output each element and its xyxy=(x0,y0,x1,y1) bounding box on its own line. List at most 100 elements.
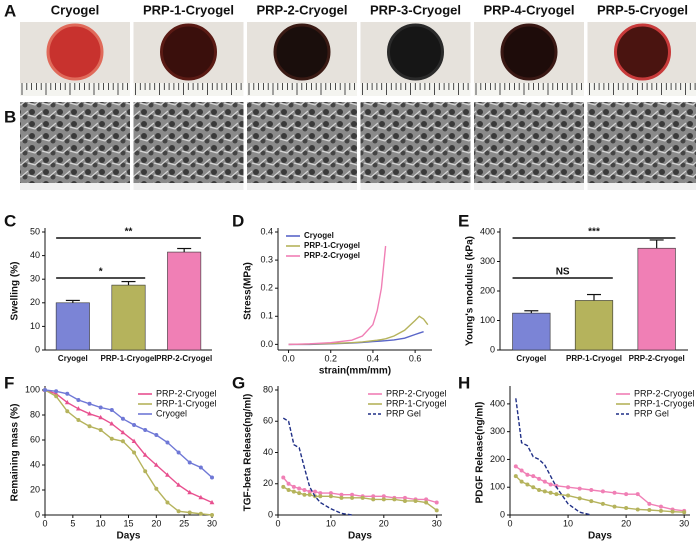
x-tick-label: 10 xyxy=(96,518,106,528)
sem-image xyxy=(474,102,584,190)
marker xyxy=(198,511,203,516)
marker xyxy=(153,462,159,467)
marker xyxy=(53,391,59,396)
sem-image xyxy=(133,102,244,190)
category-label: PRP-1-Cryogel xyxy=(100,354,156,363)
photo-label: PRP-1-Cryogel xyxy=(143,2,234,17)
marker xyxy=(87,401,92,406)
photo-label: Cryogel xyxy=(51,2,99,17)
panel-label: D xyxy=(232,211,244,230)
marker xyxy=(670,509,675,514)
marker xyxy=(65,391,70,396)
x-tick-label: 10 xyxy=(563,518,573,528)
photo-panels: Cryogel PRP-1-Cryogel PRP-2-Cryogel PRP-3-C… xyxy=(20,2,696,190)
marker xyxy=(143,469,148,474)
marker xyxy=(525,472,530,477)
legend-label: Cryogel xyxy=(156,408,187,418)
y-tick-label: 50 xyxy=(30,226,40,236)
marker xyxy=(360,495,365,500)
marker xyxy=(554,492,559,497)
marker xyxy=(339,495,344,500)
marker xyxy=(318,494,323,499)
legend-label: PRP-1-Cryogel xyxy=(386,398,447,408)
marker xyxy=(43,388,47,392)
marker xyxy=(612,490,617,495)
y-tick-label: 80 xyxy=(263,384,273,394)
series-line xyxy=(282,417,353,516)
marker xyxy=(537,488,542,492)
marker xyxy=(600,489,605,494)
y-tick-label: 20 xyxy=(30,297,40,307)
y-tick-label: 0 xyxy=(500,509,505,519)
y-tick-label: 0 xyxy=(490,344,495,354)
y-tick-label: 100 xyxy=(490,482,505,492)
marker xyxy=(165,472,170,477)
marker xyxy=(143,428,148,432)
marker xyxy=(307,492,312,497)
marker xyxy=(132,450,137,455)
sem-footer xyxy=(133,183,244,190)
marker xyxy=(98,428,103,432)
marker xyxy=(434,500,439,505)
marker xyxy=(98,414,104,420)
y-tick-label: 100 xyxy=(480,315,495,325)
photo-label: PRP-2-Cryogel xyxy=(256,2,347,17)
x-tick-label: 10 xyxy=(326,518,336,528)
y-tick-label: 0 xyxy=(35,509,40,519)
marker xyxy=(307,489,312,494)
y-tick-label: 0.2 xyxy=(260,283,273,293)
marker xyxy=(413,498,418,503)
marker xyxy=(120,439,125,444)
marker xyxy=(328,494,333,499)
series-line xyxy=(44,389,213,516)
marker xyxy=(302,492,307,497)
marker xyxy=(577,496,582,501)
y-tick-label: 300 xyxy=(480,256,495,266)
marker xyxy=(566,485,571,490)
y-tick-label: 20 xyxy=(30,484,40,494)
series-line xyxy=(288,315,429,346)
bar xyxy=(167,251,202,351)
marker xyxy=(109,436,114,441)
marker xyxy=(371,497,376,502)
y-tick-label: 40 xyxy=(30,250,40,260)
x-tick-label: 5 xyxy=(70,518,75,528)
y-axis-label: Swelling (%) xyxy=(10,262,21,321)
bar xyxy=(512,312,551,351)
marker xyxy=(76,418,81,422)
x-tick-label: 0 xyxy=(275,518,280,528)
y-tick-label: 30 xyxy=(30,274,40,284)
y-tick-label: 100 xyxy=(25,384,40,394)
legend-label: PRP-1-Cryogel xyxy=(156,398,217,408)
marker xyxy=(635,507,640,512)
panel-label: B xyxy=(4,107,16,126)
sem-image xyxy=(360,102,471,190)
marker xyxy=(392,497,397,502)
marker xyxy=(350,495,355,500)
marker xyxy=(519,479,524,484)
panel-label: G xyxy=(232,373,245,392)
marker xyxy=(187,489,193,495)
marker xyxy=(647,508,652,512)
marker xyxy=(281,484,286,489)
y-tick-label: 300 xyxy=(490,426,505,436)
legend-label: PRP Gel xyxy=(634,408,669,418)
marker xyxy=(328,491,333,496)
marker xyxy=(54,394,59,399)
bar xyxy=(55,302,90,351)
marker xyxy=(350,492,355,497)
category-label: PRP-2-Cryogel xyxy=(629,354,685,363)
marker xyxy=(165,440,170,445)
legend-label: PRP-1-Cryogel xyxy=(304,241,360,250)
marker xyxy=(589,499,594,504)
legend-label: PRP-2-Cryogel xyxy=(304,251,360,260)
y-tick-label: 40 xyxy=(30,459,40,469)
y-tick-label: 40 xyxy=(263,447,273,457)
marker xyxy=(120,429,126,435)
y-tick-label: 60 xyxy=(30,434,40,444)
legend-label: PRP-2-Cryogel xyxy=(386,388,447,398)
marker xyxy=(120,416,125,421)
x-axis-label: Days xyxy=(588,531,612,542)
x-tick-label: 25 xyxy=(179,518,189,528)
